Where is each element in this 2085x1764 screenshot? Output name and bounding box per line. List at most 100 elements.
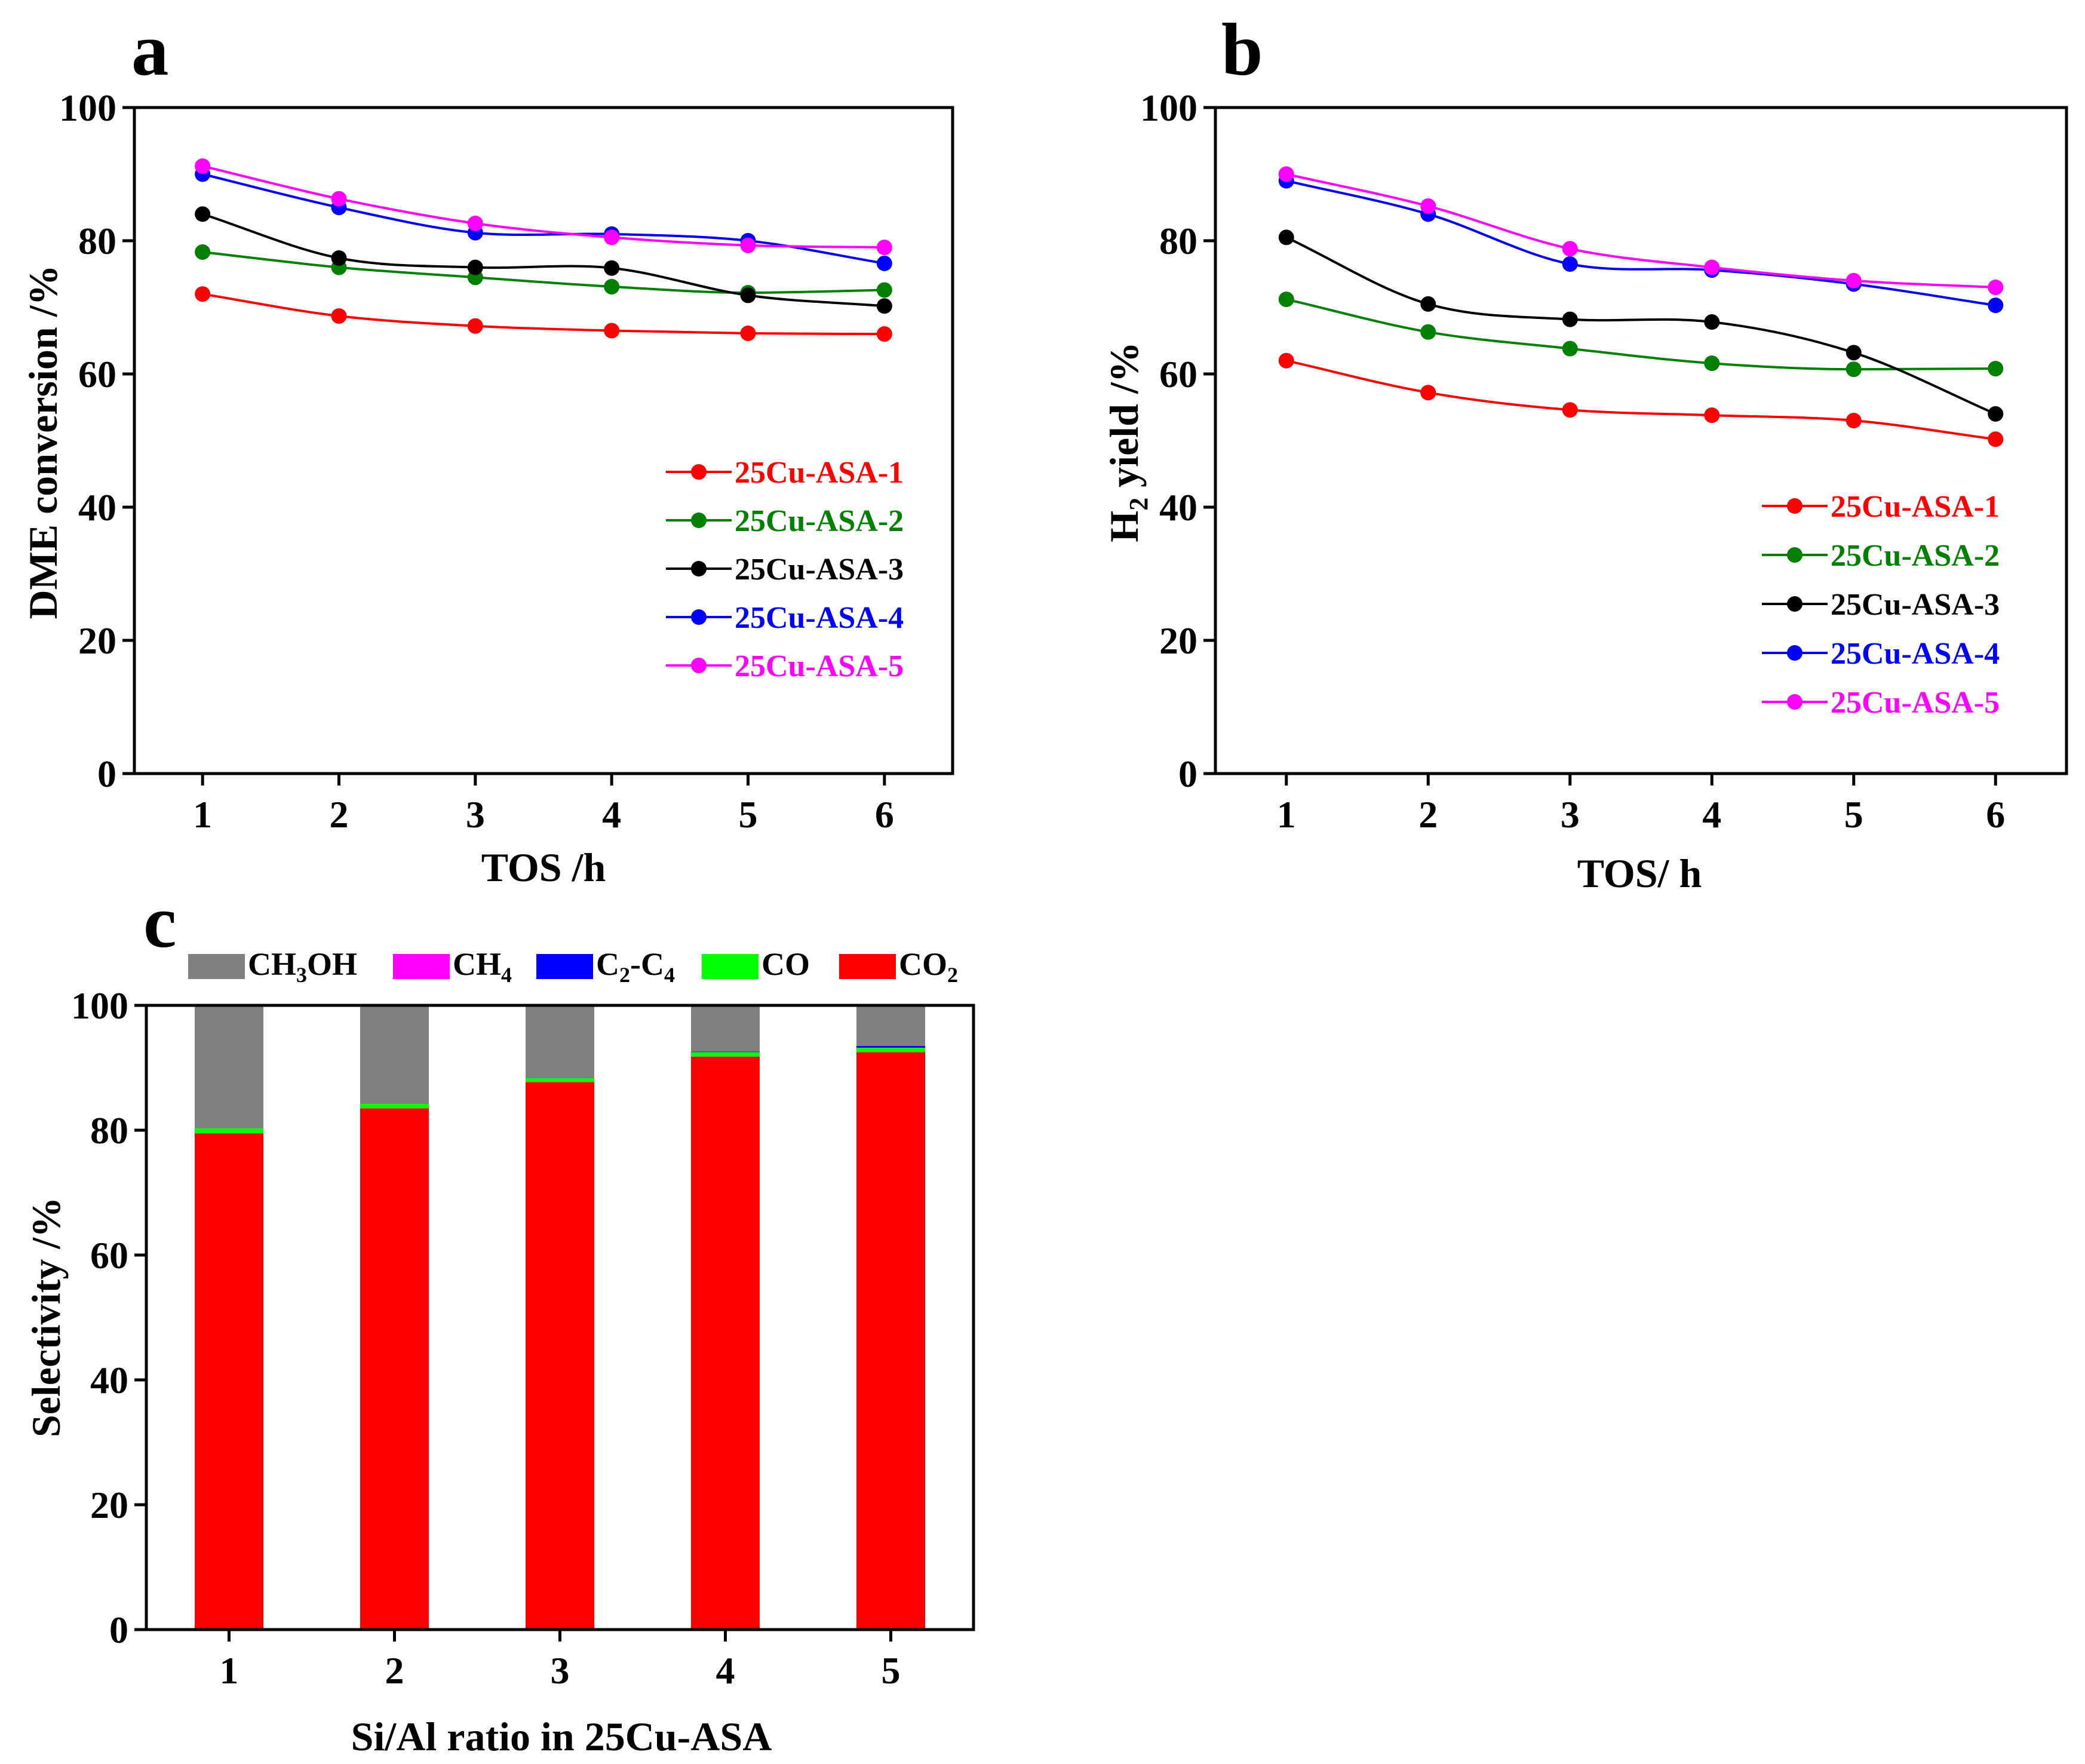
panel-b-legend-marker-3 <box>1787 596 1803 612</box>
panel-b-series-1-point-2 <box>1420 385 1436 401</box>
panel-b-series-3-point-6 <box>1988 406 2004 422</box>
panel-c-x-tick-label: 2 <box>385 1649 404 1692</box>
panel-b-x-tick-label: 1 <box>1277 793 1296 836</box>
panel-a-series-4-point-6 <box>876 255 892 271</box>
panel-c-legend-label-part: 4 <box>501 963 512 987</box>
panel-b-y-tick-label: 20 <box>1159 619 1197 662</box>
panel-b-legend-marker-1 <box>1787 498 1803 514</box>
panel-c-legend-label-part: -C <box>630 946 664 982</box>
panel-c-x-tick-label: 3 <box>551 1649 570 1692</box>
panel-a-series-3-point-4 <box>604 260 620 276</box>
panel-b-series-2-point-1 <box>1278 292 1294 308</box>
panel-c-bar-1-segment-ch3oh <box>195 1005 263 1128</box>
panel-c-bar-4-segment-co <box>691 1052 760 1057</box>
panel-b-x-ticks: 1 2 3 4 5 6 <box>1277 774 2005 836</box>
panel-b-y-axis-title-rest: yield /% <box>1101 342 1147 498</box>
panel-a-legend-marker-1 <box>691 464 707 480</box>
panel-a-y-tick-label: 100 <box>59 87 116 129</box>
panel-b-x-tick-label: 5 <box>1844 793 1863 836</box>
panel-c-legend-label-part: 4 <box>664 963 675 987</box>
panel-a-series-1-point-5 <box>740 325 756 341</box>
panel-c-x-tick-label: 4 <box>716 1649 735 1692</box>
panel-c-bar-2-segment-co <box>360 1104 429 1109</box>
panel-c-bar-4-segment-ch3oh <box>691 1005 760 1052</box>
panel-c-y-axis-title: Selectivity /% <box>23 1197 69 1437</box>
panel-c-legend-swatch-c2c4 <box>536 954 593 979</box>
panel-a-plot-frame <box>133 106 954 775</box>
panel-a-x-tick-label: 5 <box>739 793 758 836</box>
panel-c-bar-2-segment-co2 <box>360 1108 429 1630</box>
panel-b-series-line-4 <box>1286 179 1996 307</box>
panel-a-legend-label-5: 25Cu-ASA-5 <box>735 649 904 683</box>
panel-b-series-5-point-3 <box>1562 241 1578 257</box>
panel-b-series-5-point-2 <box>1420 198 1436 214</box>
panel-b-series-1-point-5 <box>1846 413 1862 429</box>
panel-b-series-1-point-4 <box>1704 407 1720 424</box>
panel-b-y-tick-label: 100 <box>1140 87 1197 129</box>
panel-b-series-5-point-4 <box>1704 259 1720 275</box>
panel-c-y-tick-label: 100 <box>71 984 128 1027</box>
panel-a-series-5-point-6 <box>876 240 892 256</box>
panel-c-legend-label-part: 2 <box>947 963 958 987</box>
panel-c-x-tick-label: 5 <box>882 1649 901 1692</box>
panel-c-y-tick-label: 20 <box>90 1484 128 1526</box>
panel-a-legend-label-4: 25Cu-ASA-4 <box>735 601 904 635</box>
panel-b-series-1-point-1 <box>1278 352 1294 369</box>
panel-label-c: c <box>143 881 176 964</box>
panel-b-legend-marker-2 <box>1787 547 1803 563</box>
panel-b-legend-label-2: 25Cu-ASA-2 <box>1831 539 2000 573</box>
panel-a-series-1-point-6 <box>876 326 892 342</box>
panel-c-legend-label-part: CH <box>453 946 501 982</box>
panel-a-series-1-point-2 <box>331 308 347 324</box>
panel-c-y-ticks: 0 20 40 60 80 100 <box>71 984 146 1651</box>
panel-a-legend: 25Cu-ASA-1 25Cu-ASA-2 25Cu-ASA-3 25Cu-ASA-4… <box>666 456 904 683</box>
panel-b-series-2-point-2 <box>1420 324 1436 340</box>
panel-b-series-2-point-3 <box>1562 340 1578 357</box>
panel-b-plot-frame <box>1214 106 2068 775</box>
panel-a-series-3-point-5 <box>740 287 756 303</box>
panel-a-x-tick-label: 1 <box>193 793 212 836</box>
panel-b-legend: 25Cu-ASA-1 25Cu-ASA-2 25Cu-ASA-3 25Cu-ASA-4… <box>1762 490 2000 720</box>
panel-c-legend-label-part: CO <box>899 946 947 982</box>
panel-a-legend-label-1: 25Cu-ASA-1 <box>735 456 904 490</box>
panel-a-y-tick-label: 80 <box>78 220 116 262</box>
panel-c-x-axis-title: Si/Al ratio in 25Cu-ASA <box>351 1714 772 1759</box>
panel-a-legend-marker-5 <box>691 658 707 673</box>
panel-a-series-5-point-2 <box>331 191 347 207</box>
panel-b-legend-marker-5 <box>1787 694 1803 710</box>
panel-c-legend-label-part: C <box>596 946 619 982</box>
panel-a-series-2-point-1 <box>195 244 211 260</box>
panel-a-series-5-point-4 <box>604 229 620 246</box>
panel-b-series-5-point-6 <box>1988 280 2004 296</box>
panel-b-series-5-point-5 <box>1846 272 1862 289</box>
panel-b-legend-label-3: 25Cu-ASA-3 <box>1831 588 2000 622</box>
panel-a-legend-marker-2 <box>691 513 707 528</box>
panel-b-y-tick-label: 40 <box>1159 486 1197 529</box>
panel-a-series-2-point-4 <box>604 278 620 294</box>
panel-c-bar-3-segment-co <box>526 1078 594 1082</box>
panel-b-legend-label-5: 25Cu-ASA-5 <box>1831 686 2000 720</box>
panel-a-series-line-3 <box>202 213 885 308</box>
panel-b-legend-label-1: 25Cu-ASA-1 <box>1831 490 2000 524</box>
panel-c-y-tick-label: 80 <box>90 1109 128 1152</box>
panel-c-legend-label-part: CO <box>761 946 810 982</box>
panel-c-legend-label-ch4: CH4 <box>453 946 512 987</box>
panel-c-bar-5-segment-co2 <box>856 1052 925 1630</box>
panel-c-x-tick-label: 1 <box>220 1649 239 1692</box>
panel-b-series-2-point-5 <box>1846 361 1862 378</box>
panel-c-legend-label-part: CH <box>248 946 296 982</box>
panel-b-series-line-2 <box>1286 298 1996 371</box>
panel-b-series <box>1278 166 2004 447</box>
panel-c-bar-1-segment-co <box>195 1128 263 1134</box>
panel-b-series-5-point-1 <box>1278 166 1294 182</box>
panel-b-chart: 0 20 40 60 80 100 1 2 3 4 5 6 25Cu-ASA-1 25Cu-ASA-2… <box>1101 87 2068 896</box>
panel-b-x-axis-title: TOS/ h <box>1577 851 1702 896</box>
panel-b-y-tick-label: 60 <box>1159 353 1197 395</box>
panel-a-y-tick-label: 0 <box>97 753 116 795</box>
panel-b-series-line-5 <box>1286 173 1996 289</box>
panel-a-series-3-point-1 <box>195 206 211 222</box>
panel-c-y-tick-label: 0 <box>109 1609 128 1651</box>
panel-a-legend-marker-4 <box>691 609 707 625</box>
panel-b-series-1-point-3 <box>1562 402 1578 418</box>
